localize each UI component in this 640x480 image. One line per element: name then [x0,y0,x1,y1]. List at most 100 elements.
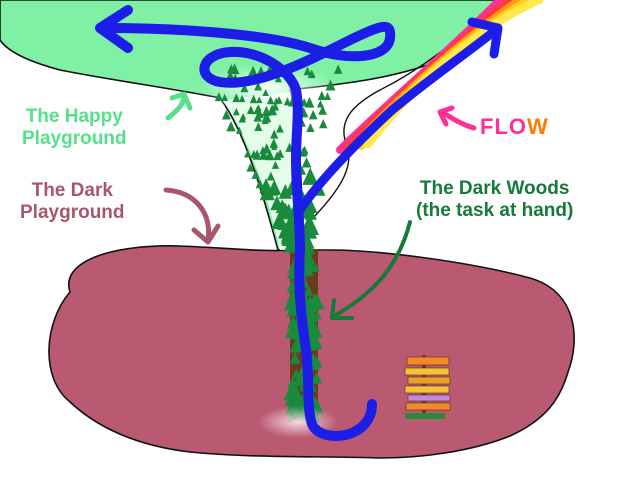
tree [333,64,343,74]
tree [262,88,269,96]
tree [221,109,231,120]
tree [281,203,296,220]
flow-letter: W [527,114,549,139]
tree [253,112,263,122]
tree [269,138,279,148]
tree [238,114,246,123]
arrow-to-dark-icon [163,187,221,245]
tree [271,160,280,169]
tree [254,81,263,91]
top-glow [198,64,338,112]
tree [303,223,318,239]
tree [221,93,229,102]
tree [214,92,223,102]
signpost-icon [404,355,451,419]
tree [275,199,289,214]
tree [255,178,265,189]
tree [261,116,269,125]
tree [302,202,314,215]
tree [274,74,282,83]
tree [253,105,262,115]
tree [308,109,318,120]
dark-woods-label-line-2: (the task at hand) [416,200,574,221]
tree [302,295,318,313]
tree [226,121,236,132]
dark-playground-label-line-2: Playground [20,202,125,223]
tree [309,70,316,78]
tree [267,184,279,196]
rainbow-stripe [364,0,544,149]
arrow-to-happy-icon [165,91,193,121]
tree [229,63,240,75]
tree [318,118,328,129]
tree [282,222,299,240]
flow-label-letters: FLOW [480,114,549,139]
tree [311,371,323,384]
dark-woods-label-line-1: The Dark Woods [419,178,570,199]
task-path-arrowhead-left [95,5,133,53]
arrow-to-woods-icon [330,220,412,320]
tree [317,99,324,108]
tree [248,65,258,75]
tree [226,70,234,79]
flow-letter: L [494,114,509,139]
tree [254,122,263,131]
tree [240,83,249,93]
tree [246,163,255,172]
tree [283,97,292,106]
tree [271,102,280,111]
tree [313,338,323,349]
tree [302,214,317,230]
tree [289,342,299,353]
dark-playground-label-line-1: The Dark [31,180,113,201]
tree [259,146,267,155]
tree [266,96,275,105]
tree [287,234,297,244]
tree [325,79,336,91]
tree [318,105,327,115]
tree [276,124,284,133]
flow-path [295,25,501,215]
tree [261,105,272,117]
flow-path-arrowhead [467,17,503,59]
tree [317,90,327,101]
tree [273,97,280,105]
flow-letter: O [508,114,528,139]
tree [302,167,319,185]
tree [264,149,275,161]
tree [306,122,315,133]
happy-playground-label-line-1: The Happy [25,106,123,127]
tree [271,143,278,150]
tree [256,96,263,104]
tree [302,250,316,264]
tree [324,92,331,100]
tree [291,368,301,379]
tree [244,149,252,158]
tree [235,126,243,134]
tree [284,293,300,311]
tree [259,178,273,194]
tree [302,263,314,277]
tree [249,94,258,104]
flow-letter: F [480,114,495,139]
tree [246,105,255,115]
tree [270,129,279,139]
task-path [105,21,396,441]
tree [266,171,275,181]
tree [289,351,301,364]
dark-woods-label: The Dark Woods (the task at hand) [416,178,573,222]
flow-label: FLOW FLOW [480,116,549,138]
tree [304,96,315,108]
tree [238,94,246,103]
tree [303,66,312,76]
tree [232,107,240,116]
tree [286,379,301,395]
tree [232,93,241,103]
tree [273,151,282,161]
happy-playground-label: The Happy Playground [22,106,127,150]
tree [251,169,260,179]
tree [287,326,298,338]
tree [271,211,288,229]
tree [263,144,271,153]
